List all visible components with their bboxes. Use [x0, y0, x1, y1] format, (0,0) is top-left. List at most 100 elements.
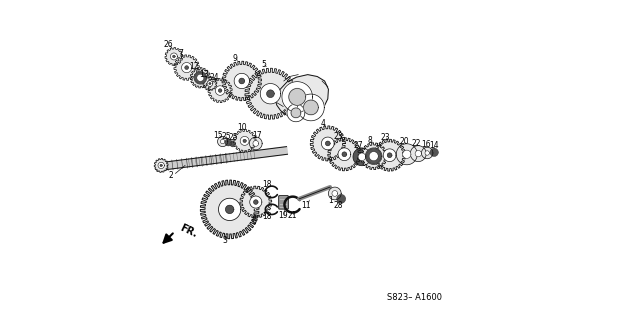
Text: 19: 19 — [279, 211, 288, 220]
Text: 20: 20 — [399, 137, 409, 146]
Polygon shape — [174, 55, 199, 80]
Polygon shape — [217, 136, 227, 147]
Polygon shape — [291, 108, 301, 118]
Text: 9: 9 — [233, 53, 238, 62]
Polygon shape — [274, 75, 328, 119]
Polygon shape — [190, 68, 211, 88]
FancyBboxPatch shape — [279, 196, 288, 209]
Polygon shape — [369, 152, 378, 161]
Polygon shape — [181, 62, 192, 73]
Polygon shape — [222, 61, 261, 101]
Polygon shape — [201, 180, 259, 239]
Text: 16: 16 — [421, 140, 431, 149]
Polygon shape — [240, 136, 249, 145]
Polygon shape — [342, 152, 347, 157]
Polygon shape — [158, 162, 164, 169]
Text: 18: 18 — [262, 212, 272, 221]
Polygon shape — [304, 100, 318, 115]
Polygon shape — [154, 158, 168, 172]
Polygon shape — [208, 78, 232, 103]
Text: 1: 1 — [329, 196, 333, 205]
Text: 25: 25 — [221, 132, 231, 140]
Polygon shape — [165, 48, 183, 65]
Polygon shape — [254, 200, 258, 204]
Polygon shape — [218, 89, 222, 92]
Text: 24: 24 — [209, 73, 219, 82]
Polygon shape — [230, 141, 236, 147]
Text: 25: 25 — [229, 132, 239, 141]
Polygon shape — [198, 76, 202, 80]
Text: 23: 23 — [381, 132, 391, 141]
Text: 3: 3 — [222, 236, 228, 245]
Text: 7: 7 — [178, 49, 182, 59]
Polygon shape — [253, 140, 259, 146]
Text: 5: 5 — [262, 60, 266, 69]
Polygon shape — [421, 147, 433, 159]
Text: 8: 8 — [368, 136, 372, 145]
Polygon shape — [243, 139, 246, 143]
Polygon shape — [171, 53, 177, 60]
Polygon shape — [358, 153, 366, 161]
Polygon shape — [387, 153, 392, 158]
Polygon shape — [221, 139, 225, 144]
Text: 18: 18 — [262, 180, 272, 189]
Text: 26: 26 — [164, 40, 173, 49]
Polygon shape — [185, 66, 189, 69]
Polygon shape — [366, 148, 381, 164]
Polygon shape — [249, 137, 262, 150]
Polygon shape — [371, 153, 377, 159]
Polygon shape — [353, 148, 371, 166]
Polygon shape — [225, 139, 232, 146]
Text: 23: 23 — [334, 132, 344, 140]
Polygon shape — [338, 148, 351, 161]
Polygon shape — [360, 143, 387, 170]
Polygon shape — [245, 68, 296, 119]
Text: 22: 22 — [412, 139, 421, 148]
Text: 28: 28 — [333, 201, 342, 210]
Polygon shape — [250, 196, 262, 208]
Text: 10: 10 — [237, 123, 247, 132]
Polygon shape — [425, 151, 429, 155]
Text: 11: 11 — [301, 201, 311, 210]
Polygon shape — [411, 146, 426, 162]
Polygon shape — [219, 198, 241, 220]
Polygon shape — [173, 55, 175, 58]
Polygon shape — [260, 84, 281, 104]
Polygon shape — [194, 72, 206, 84]
Polygon shape — [396, 144, 418, 165]
Polygon shape — [402, 150, 411, 158]
Polygon shape — [366, 148, 382, 164]
Polygon shape — [197, 74, 204, 81]
Polygon shape — [328, 187, 341, 200]
Polygon shape — [310, 126, 346, 161]
Text: 4: 4 — [320, 119, 325, 128]
Polygon shape — [233, 129, 256, 152]
Polygon shape — [203, 76, 217, 91]
Polygon shape — [321, 137, 334, 150]
Polygon shape — [287, 104, 305, 122]
Polygon shape — [332, 191, 338, 196]
Polygon shape — [207, 81, 212, 86]
Polygon shape — [328, 138, 361, 171]
Polygon shape — [326, 141, 330, 146]
Text: 21: 21 — [288, 211, 298, 220]
Text: 27: 27 — [353, 141, 363, 150]
Polygon shape — [282, 82, 312, 112]
Text: 12: 12 — [189, 62, 199, 71]
Polygon shape — [234, 73, 249, 89]
Polygon shape — [374, 139, 406, 171]
Polygon shape — [156, 147, 288, 171]
Text: FR.: FR. — [179, 222, 199, 239]
Polygon shape — [209, 83, 211, 84]
Text: 15: 15 — [214, 131, 223, 140]
Polygon shape — [216, 86, 225, 95]
Polygon shape — [194, 71, 207, 84]
Polygon shape — [289, 89, 306, 105]
Text: 2: 2 — [168, 171, 173, 180]
Polygon shape — [239, 78, 244, 84]
Polygon shape — [430, 148, 438, 156]
Polygon shape — [160, 164, 162, 167]
Text: 14: 14 — [429, 141, 438, 150]
Polygon shape — [267, 90, 274, 98]
Text: 17: 17 — [252, 131, 261, 140]
